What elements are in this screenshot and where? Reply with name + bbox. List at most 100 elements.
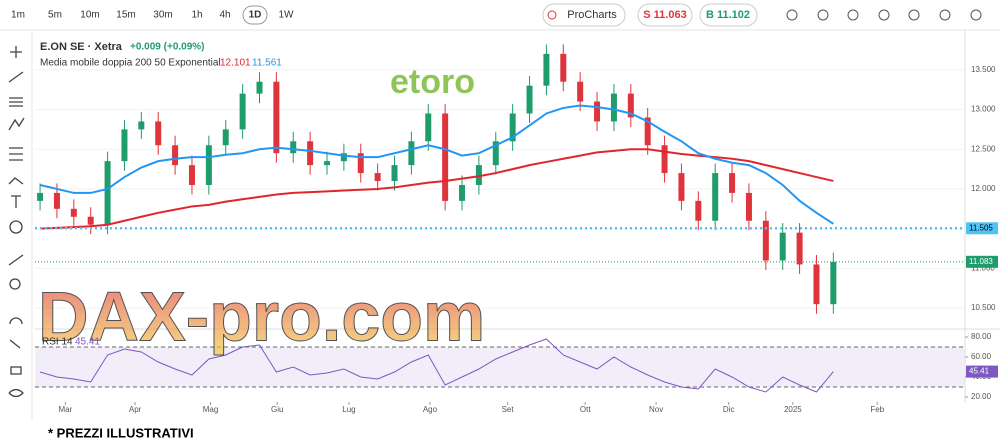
x-tick-label: Mar bbox=[58, 405, 72, 414]
candle-body bbox=[830, 261, 837, 305]
candle-body bbox=[678, 173, 685, 201]
x-tick-label: Lug bbox=[342, 405, 355, 414]
procharts-button[interactable] bbox=[542, 3, 626, 27]
sell-button[interactable] bbox=[637, 3, 693, 27]
indicator-label: Media mobile doppia 200 50 Exponential bbox=[40, 58, 221, 69]
candle-body bbox=[357, 153, 364, 174]
y-tick-label: 13.500 bbox=[971, 65, 996, 74]
candle-body bbox=[205, 145, 212, 185]
level-badge bbox=[966, 222, 998, 235]
candle-body bbox=[661, 145, 668, 174]
candle-body bbox=[459, 184, 466, 201]
candle-body bbox=[577, 81, 584, 102]
rsi-badge-label: 45.41 bbox=[969, 367, 990, 376]
candle-body bbox=[543, 53, 550, 86]
candle-body bbox=[307, 141, 314, 166]
candle-body bbox=[526, 85, 533, 114]
footer: * PREZZI ILLUSTRATIVI bbox=[48, 425, 194, 440]
timeframe[interactable]: 1m bbox=[11, 10, 25, 21]
instrument: E.ON SE · Xetra bbox=[40, 41, 123, 53]
candle-body bbox=[172, 145, 179, 166]
toolbar-icon[interactable] bbox=[939, 9, 951, 21]
candle-body bbox=[53, 192, 60, 209]
buy-button[interactable] bbox=[699, 3, 758, 27]
candle-body bbox=[256, 81, 263, 94]
timeframe[interactable]: 1h bbox=[191, 10, 202, 21]
ma200-value: 12.101 bbox=[220, 58, 251, 69]
change: +0.009 (+0.09%) bbox=[130, 42, 205, 53]
candle-body bbox=[594, 101, 601, 122]
toolbar-icon[interactable] bbox=[878, 9, 890, 21]
buy[interactable]: B 11.102 bbox=[706, 9, 750, 21]
timeframe[interactable]: 4h bbox=[219, 10, 230, 21]
y-tick-label: 11.000 bbox=[971, 264, 995, 273]
candle-body bbox=[70, 208, 77, 217]
sell[interactable]: S 11.063 bbox=[643, 9, 686, 21]
candle-body bbox=[442, 113, 449, 201]
candle-body bbox=[644, 117, 651, 146]
rsi-band bbox=[35, 347, 965, 387]
candle-body bbox=[509, 113, 516, 142]
price-badge bbox=[966, 255, 998, 268]
timeframe[interactable]: 5m bbox=[48, 10, 62, 21]
active-frame[interactable] bbox=[242, 5, 268, 25]
site-watermark: DAX-pro.com bbox=[38, 277, 485, 355]
ma50-value: 11.561 bbox=[252, 58, 282, 69]
marker bbox=[547, 10, 557, 20]
timeframe[interactable]: 1W bbox=[279, 10, 295, 21]
timeframe[interactable]: 1D bbox=[249, 10, 262, 21]
toolbar-icon[interactable] bbox=[847, 9, 859, 21]
candle-body bbox=[340, 153, 347, 162]
x-tick-label: Feb bbox=[870, 405, 884, 414]
y-tick-label: 13.000 bbox=[971, 105, 996, 114]
candle-body bbox=[87, 216, 94, 225]
candle-body bbox=[610, 93, 617, 122]
candle-body bbox=[813, 264, 820, 305]
candle-body bbox=[188, 165, 195, 185]
candle-body bbox=[408, 141, 415, 166]
timeframe[interactable]: 15m bbox=[116, 10, 135, 21]
rsi-tick-label: 80.00 bbox=[971, 332, 992, 341]
candle-body bbox=[712, 173, 719, 221]
x-tick-label: Ott bbox=[580, 405, 591, 414]
candle-body bbox=[627, 93, 634, 118]
candle-body bbox=[37, 192, 44, 201]
candle-body bbox=[762, 220, 769, 261]
candle-body bbox=[239, 93, 246, 130]
x-tick-label: Apr bbox=[129, 405, 142, 414]
candle-body bbox=[104, 161, 111, 225]
moving-average bbox=[40, 148, 834, 230]
drawing-tools[interactable] bbox=[8, 46, 25, 398]
y-tick-label: 12.000 bbox=[971, 184, 996, 193]
rsi-line bbox=[39, 338, 834, 393]
toolbar-icon[interactable] bbox=[817, 9, 829, 21]
timeframe[interactable]: 30m bbox=[153, 10, 172, 21]
timeframe[interactable]: 10m bbox=[80, 10, 99, 21]
x-tick-label: Nov bbox=[649, 405, 663, 414]
x-tick-label: Set bbox=[502, 405, 515, 414]
toolbar-icon[interactable] bbox=[908, 9, 920, 21]
y-tick-label: 12.500 bbox=[971, 144, 996, 153]
candle-body bbox=[560, 53, 567, 82]
candle-body bbox=[121, 129, 128, 162]
x-tick-label: Mag bbox=[203, 405, 219, 414]
x-tick-label: Giu bbox=[271, 405, 283, 414]
candle-body bbox=[138, 121, 145, 130]
rsi-value: 45.41 bbox=[75, 337, 100, 348]
candle-body bbox=[155, 121, 162, 146]
rsi-label: RSI 14 bbox=[42, 337, 73, 348]
procharts[interactable]: ProCharts bbox=[567, 9, 617, 21]
toolbar-icon[interactable] bbox=[786, 9, 798, 21]
x-tick-label: 2025 bbox=[784, 405, 802, 414]
candle-body bbox=[374, 173, 381, 182]
broker-watermark: etoro bbox=[390, 63, 475, 101]
toolbar-icon[interactable] bbox=[970, 9, 982, 21]
candle-body bbox=[695, 200, 702, 221]
candle-body bbox=[273, 81, 280, 154]
x-tick-label: Dic bbox=[723, 405, 735, 414]
candle-body bbox=[729, 173, 736, 193]
rsi-badge bbox=[966, 365, 998, 378]
moving-average bbox=[39, 104, 834, 225]
candle-body bbox=[475, 165, 482, 185]
